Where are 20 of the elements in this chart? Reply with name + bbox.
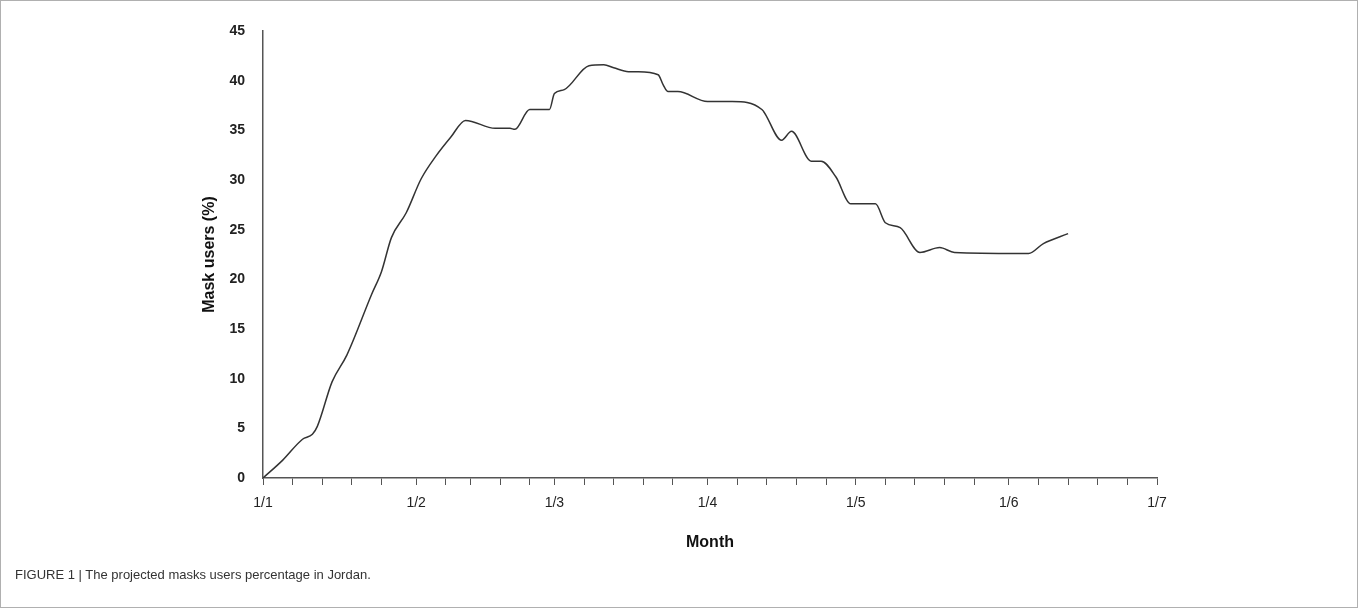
x-tick-label: 1/3 — [544, 494, 565, 511]
x-tick-label: 1/7 — [1147, 494, 1167, 511]
y-tick-label: 25 — [229, 220, 246, 237]
x-tick-label: 1/6 — [999, 494, 1019, 511]
y-tick-label: 45 — [229, 21, 246, 38]
y-tick-label: 15 — [229, 319, 246, 336]
y-tick-label: 35 — [229, 121, 246, 138]
x-tick-label: 1/5 — [845, 494, 866, 511]
caption: FIGURE 1 | The projected masks users percentage in Jordan. — [15, 567, 371, 582]
y-axis-title: Mask users (%) — [200, 196, 218, 313]
x-axis-title: Month — [686, 532, 734, 550]
y-tick-label: 10 — [229, 369, 246, 386]
y-tick-label: 40 — [229, 71, 246, 88]
y-tick-label: 30 — [229, 170, 246, 187]
x-tick-label: 1/1 — [253, 494, 273, 511]
x-tick-label: 1/2 — [406, 494, 427, 511]
x-tick-label: 1/4 — [697, 494, 718, 511]
y-tick-label: 0 — [237, 468, 246, 485]
y-tick-label: 20 — [229, 270, 246, 287]
y-tick-label: 5 — [237, 419, 246, 436]
